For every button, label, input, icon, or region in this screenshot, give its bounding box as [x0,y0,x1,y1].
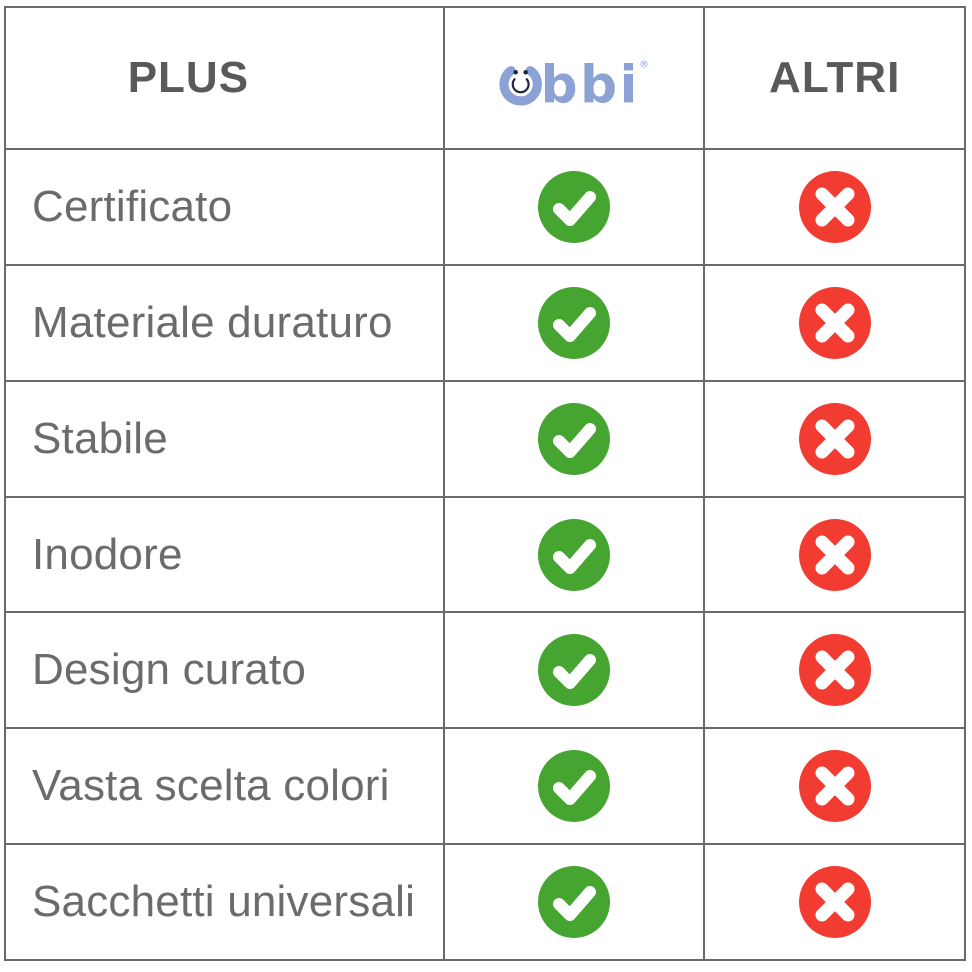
ubbi-value-cell [445,265,706,380]
ubbi-smiley-u-icon [499,65,542,105]
table-row: Materiale duraturo [6,265,964,382]
check-circle-icon [538,866,611,939]
plus-header-label: PLUS [127,53,250,102]
altri-value-cell [705,266,964,380]
x-circle-icon [798,518,871,591]
altri-value-cell [705,150,964,264]
table-row: Sacchetti universali [6,845,964,960]
altri-value-cell [705,382,964,496]
feature-cell: Materiale duraturo [6,265,445,380]
ubbi-value-cell [445,729,706,844]
x-circle-icon [798,286,871,359]
ubbi-value-cell [445,150,706,264]
check-circle-icon [538,286,611,359]
check-circle-icon [538,170,611,243]
altri-header-label: ALTRI [769,53,901,102]
feature-label: Materiale duraturo [32,297,393,347]
x-circle-icon [798,402,871,475]
altri-value-cell [705,498,964,612]
feature-cell: Stabile [6,381,445,496]
check-circle-icon [538,518,611,591]
feature-cell: Sacchetti universali [6,845,445,960]
header-cell-plus: PLUS [6,8,445,148]
header-cell-ubbi: bbi ® [445,8,706,148]
feature-label: Vasta scelta colori [32,761,390,811]
feature-label: Stabile [32,413,168,463]
comparison-table: PLUS bbi ® ALT [4,6,966,961]
table-row: Vasta scelta colori [6,729,964,846]
registered-mark: ® [639,59,649,70]
table-row: Design curato [6,613,964,730]
feature-cell: Certificato [6,150,445,264]
x-circle-icon [798,170,871,243]
ubbi-logo: bbi ® [499,51,649,106]
ubbi-value-cell [445,845,706,960]
ubbi-logo-graphic: bbi ® [499,55,649,106]
table-row: Stabile [6,381,964,498]
ubbi-logo-text: bbi [541,55,640,105]
feature-cell: Design curato [6,613,445,728]
header-cell-altri: ALTRI [705,8,964,148]
check-circle-icon [538,750,611,823]
check-circle-icon [538,402,611,475]
feature-cell: Vasta scelta colori [6,729,445,844]
feature-cell: Inodore [6,497,445,612]
x-circle-icon [798,634,871,707]
altri-value-cell [705,613,964,727]
ubbi-value-cell [445,497,706,612]
feature-label: Sacchetti universali [32,877,416,927]
table-header-row: PLUS bbi ® ALT [6,8,964,150]
x-circle-icon [798,750,871,823]
ubbi-value-cell [445,613,706,728]
altri-value-cell [705,729,964,843]
x-circle-icon [798,866,871,939]
check-circle-icon [538,634,611,707]
feature-label: Design curato [32,645,307,695]
altri-value-cell [705,845,964,959]
feature-label: Certificato [32,181,233,231]
table-row: Certificato [6,150,964,266]
table-row: Inodore [6,497,964,614]
feature-label: Inodore [32,529,183,579]
ubbi-value-cell [445,381,706,496]
